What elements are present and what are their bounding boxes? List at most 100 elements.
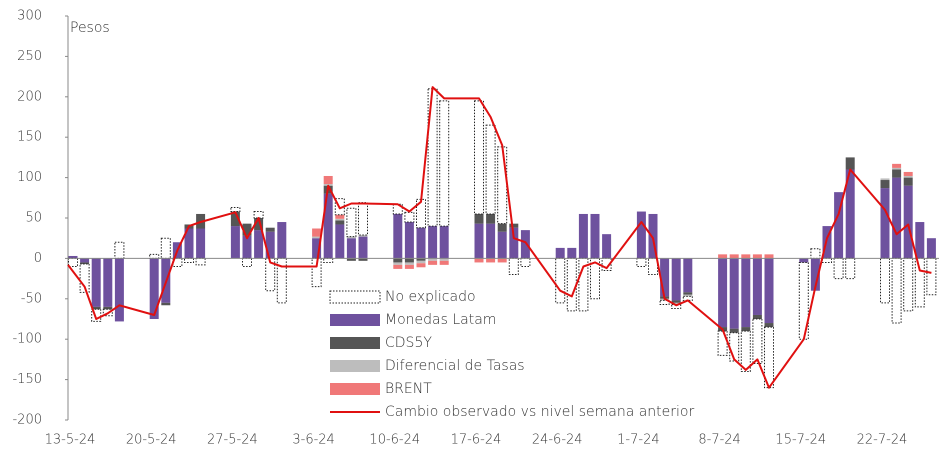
legend-label: BRENT bbox=[385, 381, 432, 397]
legend-swatch bbox=[330, 360, 380, 372]
bar-segment bbox=[520, 230, 530, 259]
bar-unexplained bbox=[764, 326, 774, 389]
bar-unexplained bbox=[79, 263, 90, 293]
bar-segment bbox=[567, 247, 577, 259]
bar-segment bbox=[590, 213, 600, 259]
bar-segment bbox=[741, 327, 751, 332]
bar-segment bbox=[393, 264, 403, 269]
bar-segment bbox=[184, 228, 194, 259]
bar-unexplained bbox=[68, 257, 78, 267]
bar-segment bbox=[578, 213, 588, 259]
bar-segment bbox=[335, 224, 345, 259]
x-tick-label: 27-5-24 bbox=[207, 433, 258, 448]
x-tick-label: 13-5-24 bbox=[45, 433, 96, 448]
bar-segment bbox=[671, 300, 681, 303]
bar-segment bbox=[358, 258, 368, 261]
bar-segment bbox=[903, 177, 913, 186]
bar-unexplained bbox=[323, 257, 334, 263]
bar-segment bbox=[880, 178, 890, 181]
bar-segment bbox=[648, 213, 658, 259]
bar-unexplained bbox=[358, 202, 368, 236]
bar-segment bbox=[683, 258, 693, 293]
bar-segment bbox=[277, 222, 287, 259]
bar-segment bbox=[404, 258, 414, 263]
bar-segment bbox=[764, 258, 774, 324]
bar-segment bbox=[764, 323, 774, 328]
x-tick-label: 1-7-24 bbox=[617, 433, 659, 448]
bar-segment bbox=[242, 223, 252, 236]
y-tick-label: 100 bbox=[17, 170, 42, 185]
bar-segment bbox=[416, 227, 426, 259]
legend-label: CDS5Y bbox=[385, 335, 432, 351]
bar-segment bbox=[729, 328, 739, 333]
bar-unexplained bbox=[926, 257, 937, 296]
bar-segment bbox=[265, 227, 275, 232]
bar-segment bbox=[752, 258, 762, 315]
bar-unexplained bbox=[242, 257, 252, 267]
legend-swatch bbox=[330, 314, 380, 326]
bar-segment bbox=[903, 175, 913, 178]
bar-segment bbox=[810, 258, 820, 291]
bar-segment bbox=[393, 262, 403, 265]
bar-segment bbox=[103, 258, 113, 307]
bar-segment bbox=[903, 185, 913, 259]
bar-segment bbox=[312, 228, 322, 237]
bar-segment bbox=[660, 258, 670, 297]
bar-segment bbox=[161, 302, 171, 306]
bar-segment bbox=[509, 227, 519, 259]
bar-segment bbox=[764, 254, 774, 259]
bar-unexplained bbox=[439, 100, 450, 227]
bar-unexplained bbox=[184, 257, 194, 263]
bar-segment bbox=[416, 258, 426, 261]
bar-unexplained bbox=[160, 237, 171, 259]
bar-unexplained bbox=[114, 241, 125, 259]
bar-unexplained bbox=[508, 257, 519, 276]
bar-unexplained bbox=[717, 330, 728, 356]
bar-segment bbox=[439, 226, 449, 259]
bar-unexplained bbox=[682, 295, 693, 301]
bar-segment bbox=[729, 254, 739, 259]
legend-swatch bbox=[330, 383, 380, 395]
bar-segment bbox=[486, 223, 496, 259]
bar-unexplained bbox=[485, 124, 496, 215]
bar-segment bbox=[497, 258, 507, 263]
bar-segment bbox=[416, 260, 426, 264]
bar-segment bbox=[393, 213, 403, 259]
bar-segment bbox=[509, 223, 519, 228]
bar-segment bbox=[80, 262, 90, 265]
bar-unexplained bbox=[810, 248, 821, 259]
bar-segment bbox=[196, 228, 206, 259]
y-tick-label: 50 bbox=[25, 211, 42, 226]
bar-segment bbox=[103, 306, 113, 310]
y-tick-label: -150 bbox=[12, 372, 42, 387]
bar-unexplained bbox=[845, 257, 856, 280]
bar-segment bbox=[497, 223, 507, 232]
bar-unexplained bbox=[659, 299, 670, 305]
bar-segment bbox=[230, 211, 240, 227]
bar-segment bbox=[91, 258, 101, 307]
bar-unexplained bbox=[253, 211, 264, 219]
legend-label: Monedas Latam bbox=[385, 312, 496, 328]
y-tick-label: 300 bbox=[17, 9, 42, 24]
bar-unexplained bbox=[555, 257, 566, 304]
bar-unexplained bbox=[648, 257, 658, 276]
bar-segment bbox=[474, 213, 484, 224]
bar-unexplained bbox=[740, 330, 751, 373]
bar-segment bbox=[752, 314, 762, 319]
x-tick-label: 3-6-24 bbox=[292, 433, 334, 448]
bar-unexplained bbox=[334, 198, 345, 216]
bar-segment bbox=[323, 193, 333, 259]
bar-segment bbox=[80, 258, 90, 263]
y-tick-label: 150 bbox=[17, 130, 42, 145]
bar-unexplained bbox=[404, 211, 415, 223]
legend-label: Diferencial de Tasas bbox=[385, 358, 525, 374]
bar-segment bbox=[892, 177, 902, 259]
bar-segment bbox=[416, 263, 426, 268]
bar-segment bbox=[729, 258, 739, 329]
bar-segment bbox=[903, 171, 913, 176]
bar-segment bbox=[752, 254, 762, 259]
bar-segment bbox=[474, 223, 484, 259]
bar-segment bbox=[555, 247, 565, 259]
bar-unexplained bbox=[903, 257, 914, 312]
line bbox=[67, 86, 932, 389]
